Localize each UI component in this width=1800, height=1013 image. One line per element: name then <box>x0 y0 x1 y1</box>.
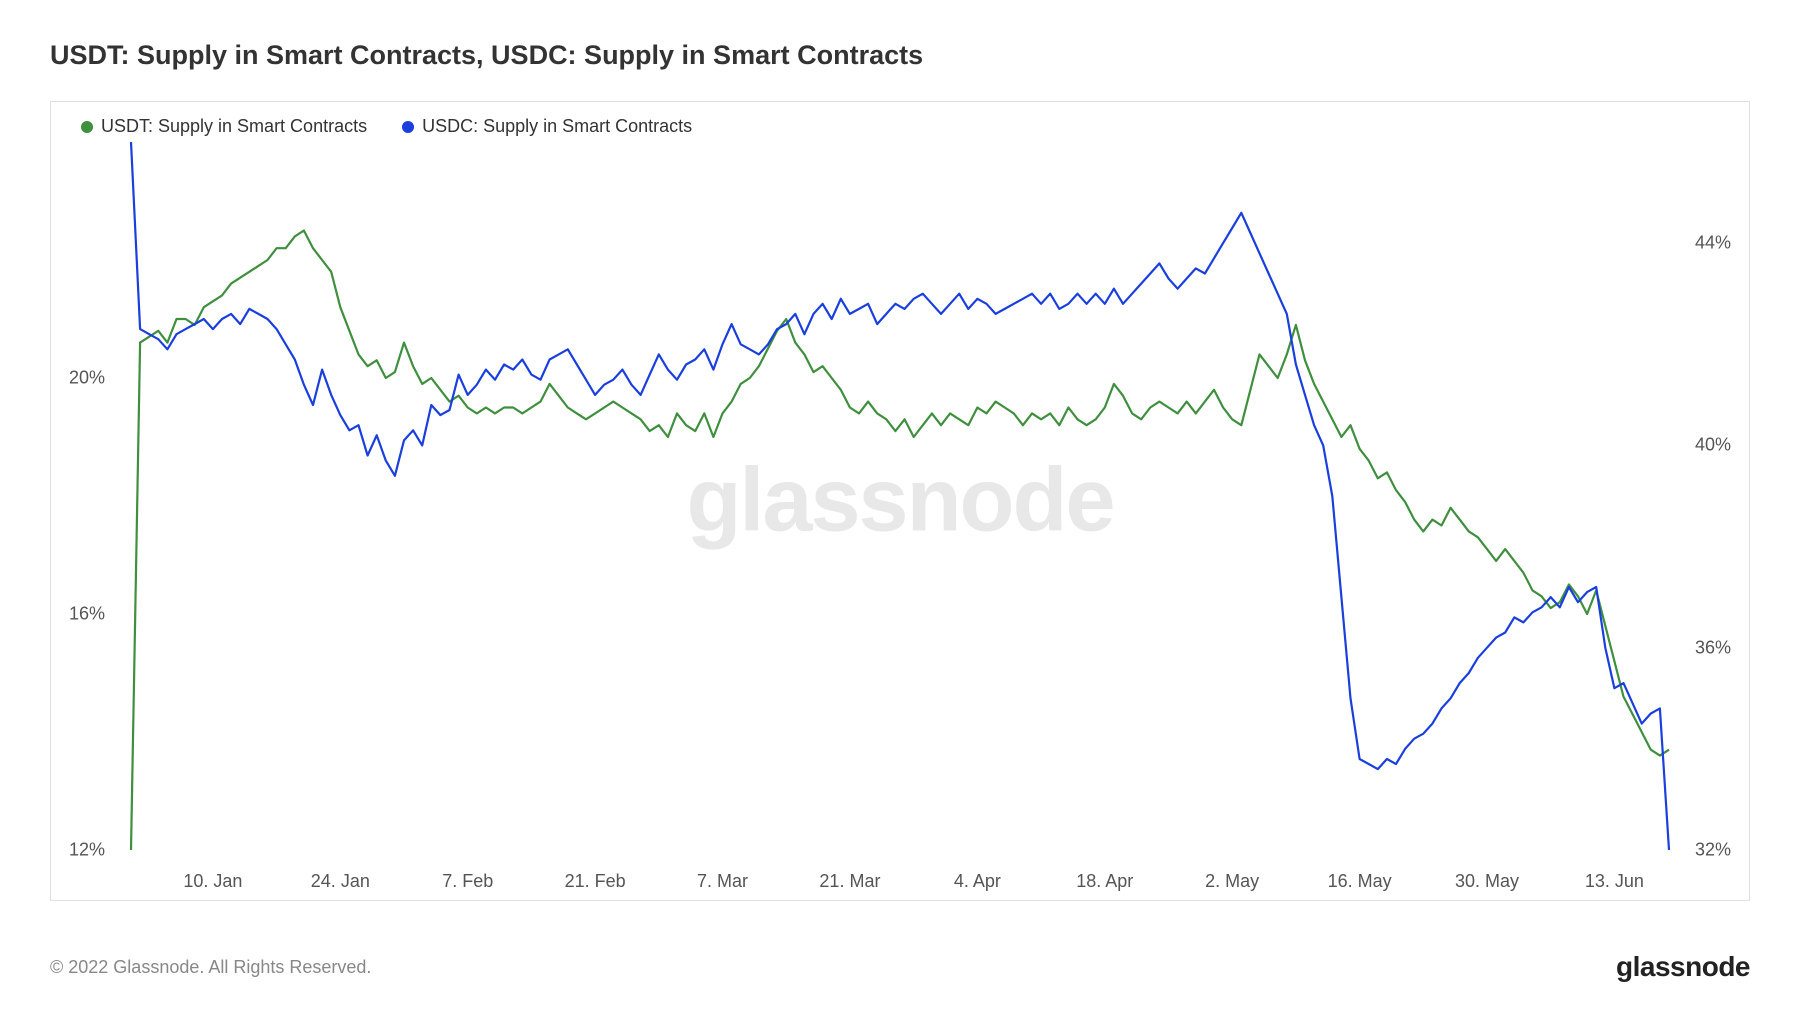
legend-label: USDT: Supply in Smart Contracts <box>101 116 367 137</box>
brand-logo: glassnode <box>1616 951 1750 983</box>
chart-line-usdc <box>131 142 1669 850</box>
legend-item: USDC: Supply in Smart Contracts <box>402 116 692 137</box>
legend-dot-icon <box>81 121 93 133</box>
legend-label: USDC: Supply in Smart Contracts <box>422 116 692 137</box>
chart-line-usdt <box>131 231 1669 851</box>
chart-title: USDT: Supply in Smart Contracts, USDC: S… <box>50 40 1750 71</box>
chart-area: USDT: Supply in Smart Contracts USDC: Sup… <box>50 101 1750 901</box>
chart-legend: USDT: Supply in Smart Contracts USDC: Sup… <box>81 116 692 137</box>
legend-item: USDT: Supply in Smart Contracts <box>81 116 367 137</box>
copyright-text: © 2022 Glassnode. All Rights Reserved. <box>50 957 371 978</box>
chart-svg <box>51 102 1749 900</box>
legend-dot-icon <box>402 121 414 133</box>
